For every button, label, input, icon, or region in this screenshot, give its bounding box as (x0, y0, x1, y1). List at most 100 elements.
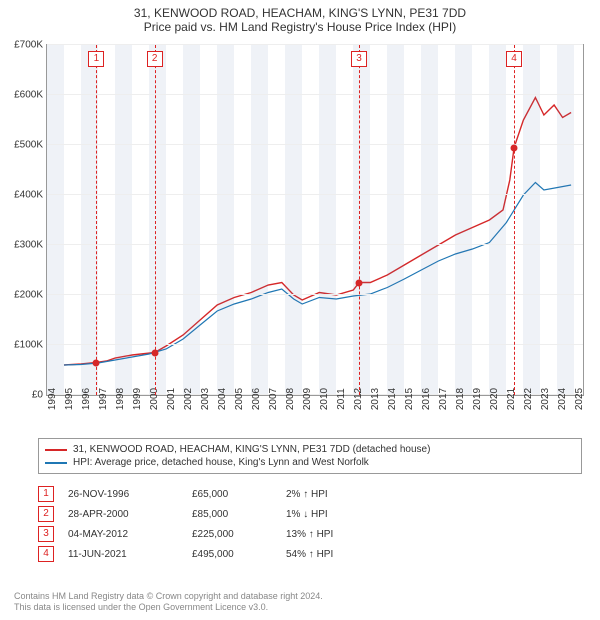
gridline (47, 344, 583, 345)
y-tick-label: £600K (14, 90, 47, 101)
year-band (319, 45, 336, 395)
gridline (47, 244, 583, 245)
y-tick-label: £0 (32, 390, 47, 401)
x-tick-label: 2004 (217, 388, 228, 410)
gridline (47, 44, 583, 45)
y-tick-label: £300K (14, 240, 47, 251)
x-tick-label: 2001 (166, 388, 177, 410)
x-tick-label: 1997 (98, 388, 109, 410)
event-date: 26-NOV-1996 (68, 489, 178, 500)
x-tick-label: 1998 (115, 388, 126, 410)
year-band (455, 45, 472, 395)
year-band (115, 45, 132, 395)
year-band (183, 45, 200, 395)
marker-line (359, 45, 360, 395)
gridline (47, 294, 583, 295)
x-tick-label: 2009 (302, 388, 313, 410)
x-tick-label: 2024 (557, 388, 568, 410)
event-price: £85,000 (192, 509, 272, 520)
marker-dot (93, 359, 100, 366)
x-tick-label: 2018 (455, 388, 466, 410)
x-tick-label: 2010 (319, 388, 330, 410)
x-tick-label: 2016 (421, 388, 432, 410)
x-tick-label: 2019 (472, 388, 483, 410)
x-tick-label: 2006 (251, 388, 262, 410)
x-tick-label: 2008 (285, 388, 296, 410)
event-delta: 54% ↑ HPI (286, 549, 568, 560)
event-price: £225,000 (192, 529, 272, 540)
year-band (387, 45, 404, 395)
gridline (47, 394, 583, 395)
year-band (251, 45, 268, 395)
gridline (47, 194, 583, 195)
marker-line (155, 45, 156, 395)
chart-plot-area: £0£100K£200K£300K£400K£500K£600K£700K199… (46, 44, 584, 396)
event-row: 4 11-JUN-2021 £495,000 54% ↑ HPI (38, 544, 568, 564)
chart-subtitle: Price paid vs. HM Land Registry's House … (0, 20, 600, 38)
legend-label: 31, KENWOOD ROAD, HEACHAM, KING'S LYNN, … (73, 444, 430, 455)
marker-box: 1 (88, 51, 104, 67)
x-tick-label: 2022 (523, 388, 534, 410)
x-tick-label: 1999 (132, 388, 143, 410)
year-band (489, 45, 506, 395)
x-tick-label: 1995 (64, 388, 75, 410)
legend-row: HPI: Average price, detached house, King… (45, 456, 575, 469)
marker-box: 4 (506, 51, 522, 67)
legend-label: HPI: Average price, detached house, King… (73, 457, 369, 468)
event-price: £495,000 (192, 549, 272, 560)
marker-line (96, 45, 97, 395)
year-band (557, 45, 574, 395)
footer-line-2: This data is licensed under the Open Gov… (14, 602, 323, 614)
chart-title: 31, KENWOOD ROAD, HEACHAM, KING'S LYNN, … (0, 0, 600, 20)
events-table: 1 26-NOV-1996 £65,000 2% ↑ HPI 2 28-APR-2000 £… (38, 484, 568, 564)
legend: 31, KENWOOD ROAD, HEACHAM, KING'S LYNN, … (38, 438, 582, 474)
marker-box: 2 (147, 51, 163, 67)
x-tick-label: 2017 (438, 388, 449, 410)
x-tick-label: 2011 (336, 388, 347, 410)
year-band (421, 45, 438, 395)
x-tick-label: 2003 (200, 388, 211, 410)
x-tick-label: 2023 (540, 388, 551, 410)
legend-swatch (45, 462, 67, 464)
marker-line (514, 45, 515, 395)
legend-row: 31, KENWOOD ROAD, HEACHAM, KING'S LYNN, … (45, 443, 575, 456)
event-delta: 2% ↑ HPI (286, 489, 568, 500)
event-price: £65,000 (192, 489, 272, 500)
y-tick-label: £500K (14, 140, 47, 151)
event-delta: 1% ↓ HPI (286, 509, 568, 520)
year-band (523, 45, 540, 395)
event-marker: 4 (38, 546, 54, 562)
gridline (47, 94, 583, 95)
marker-dot (151, 349, 158, 356)
event-date: 28-APR-2000 (68, 509, 178, 520)
x-tick-label: 2021 (506, 388, 517, 410)
y-tick-label: £200K (14, 290, 47, 301)
event-row: 304-MAY-2012£225,00013% ↑ HPI (38, 524, 568, 544)
year-band (149, 45, 166, 395)
x-tick-label: 1994 (47, 388, 58, 410)
year-band (217, 45, 234, 395)
x-tick-label: 2015 (404, 388, 415, 410)
event-row: 1 26-NOV-1996 £65,000 2% ↑ HPI (38, 484, 568, 504)
x-tick-label: 2013 (370, 388, 381, 410)
event-date: 11-JUN-2021 (68, 549, 178, 560)
event-marker: 2 (38, 506, 54, 522)
x-tick-label: 2025 (574, 388, 585, 410)
x-tick-label: 2014 (387, 388, 398, 410)
event-date: 04-MAY-2012 (68, 529, 178, 540)
footer: Contains HM Land Registry data © Crown c… (14, 591, 323, 614)
year-band (353, 45, 370, 395)
y-tick-label: £100K (14, 340, 47, 351)
event-marker: 3 (38, 526, 54, 542)
event-marker: 1 (38, 486, 54, 502)
year-band (285, 45, 302, 395)
y-tick-label: £400K (14, 190, 47, 201)
footer-line-1: Contains HM Land Registry data © Crown c… (14, 591, 323, 603)
marker-dot (356, 279, 363, 286)
event-row: 2 28-APR-2000 £85,000 1% ↓ HPI (38, 504, 568, 524)
year-band (47, 45, 64, 395)
x-tick-label: 1996 (81, 388, 92, 410)
x-tick-label: 2007 (268, 388, 279, 410)
x-tick-label: 2020 (489, 388, 500, 410)
x-tick-label: 2002 (183, 388, 194, 410)
